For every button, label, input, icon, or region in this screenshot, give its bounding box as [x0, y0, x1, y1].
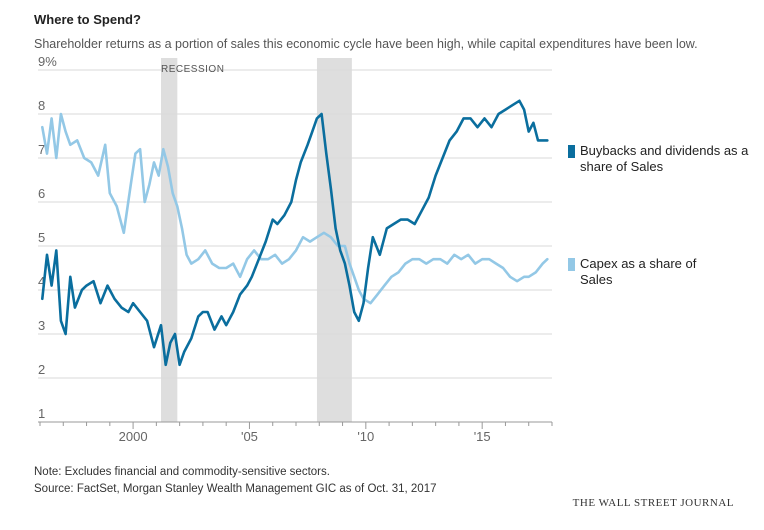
footnote: Note: Excludes financial and commodity-s… — [34, 466, 330, 478]
legend-item-buybacks: Buybacks and dividends as a share of Sal… — [568, 143, 758, 179]
y-tick-label-5: 5 — [38, 230, 45, 245]
y-tick-label-7: 7 — [38, 142, 45, 157]
chart-title: Where to Spend? — [34, 12, 141, 27]
legend-swatch-capex — [568, 258, 575, 271]
legend-label-buybacks: Buybacks and dividends as a share of Sal… — [580, 143, 749, 174]
gridlines — [38, 69, 552, 423]
x-axis-ticks: 2000 '05 '10 '15 — [39, 422, 553, 444]
y-tick-label-2: 2 — [38, 362, 45, 377]
y-tick-label-4: 4 — [38, 274, 45, 289]
y-axis-ticks: 1 2 3 4 5 6 7 8 9% — [38, 54, 57, 421]
y-tick-label-1: 1 — [38, 406, 45, 421]
recession-bands — [161, 58, 352, 422]
source-note: Source: FactSet, Morgan Stanley Wealth M… — [34, 483, 437, 495]
series-line-0 — [40, 99, 549, 367]
y-tick-label-9: 9% — [38, 54, 57, 69]
x-tick-label-2005: '05 — [241, 429, 258, 444]
series-line-1 — [40, 112, 549, 305]
x-tick-label-2010: '10 — [357, 429, 374, 444]
chart-subtitle: Shareholder returns as a portion of sale… — [34, 37, 698, 51]
x-tick-label-2000: 2000 — [119, 429, 148, 444]
y-tick-label-6: 6 — [38, 186, 45, 201]
y-tick-label-8: 8 — [38, 98, 45, 113]
recession-band-0 — [161, 58, 178, 422]
y-tick-label-3: 3 — [38, 318, 45, 333]
series-lines — [40, 99, 549, 367]
x-tick-label-2015: '15 — [474, 429, 491, 444]
legend-label-capex: Capex as a share of Sales — [580, 256, 697, 287]
legend-item-capex: Capex as a share of Sales — [568, 256, 758, 292]
legend-swatch-buybacks — [568, 145, 575, 158]
recession-label: RECESSION — [161, 64, 224, 75]
publisher-logo: THE WALL STREET JOURNAL — [572, 497, 734, 509]
